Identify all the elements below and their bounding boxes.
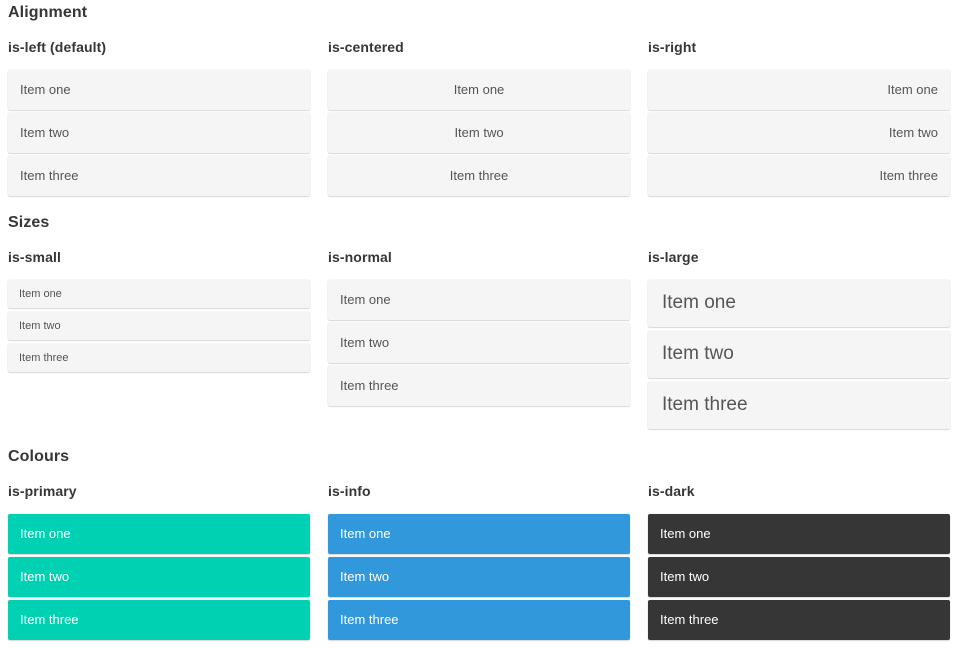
list-item[interactable]: Item one (648, 513, 950, 554)
list-item[interactable]: Item one (328, 279, 630, 320)
sizes-grid: is-small Item one Item two Item three is… (8, 248, 950, 433)
list-item[interactable]: Item three (328, 155, 630, 196)
list-size-small: Item one Item two Item three (8, 279, 310, 372)
group-label-is-left: is-left (default) (8, 38, 107, 55)
group-is-dark: is-dark Item one Item two Item three (648, 482, 950, 643)
group-label-is-primary: is-primary (8, 482, 77, 499)
group-is-left: is-left (default) Item one Item two Item… (8, 38, 310, 199)
section-colours: Colours is-primary Item one Item two Ite… (8, 447, 950, 643)
list-item[interactable]: Item two (648, 330, 950, 378)
list-item[interactable]: Item two (328, 556, 630, 597)
list-color-info: Item one Item two Item three (328, 513, 630, 640)
group-label-is-info: is-info (328, 482, 371, 499)
section-alignment: Alignment is-left (default) Item one Ite… (8, 4, 950, 199)
list-item[interactable]: Item three (328, 599, 630, 640)
list-item[interactable]: Item two (8, 112, 310, 153)
list-item[interactable]: Item two (648, 556, 950, 597)
group-label-is-normal: is-normal (328, 248, 392, 265)
group-label-is-dark: is-dark (648, 482, 695, 499)
group-is-primary: is-primary Item one Item two Item three (8, 482, 310, 643)
group-label-is-centered: is-centered (328, 38, 404, 55)
group-label-is-small: is-small (8, 248, 61, 265)
list-item[interactable]: Item two (328, 322, 630, 363)
group-is-right: is-right Item one Item two Item three (648, 38, 950, 199)
list-item[interactable]: Item three (8, 599, 310, 640)
list-size-large: Item one Item two Item three (648, 279, 950, 429)
list-item[interactable]: Item three (648, 381, 950, 429)
list-item[interactable]: Item three (328, 365, 630, 406)
section-title-alignment: Alignment (8, 4, 88, 21)
group-is-centered: is-centered Item one Item two Item three (328, 38, 630, 199)
group-is-info: is-info Item one Item two Item three (328, 482, 630, 643)
list-item[interactable]: Item two (328, 112, 630, 153)
list-color-primary: Item one Item two Item three (8, 513, 310, 640)
list-align-right: Item one Item two Item three (648, 69, 950, 196)
list-item[interactable]: Item three (648, 155, 950, 196)
list-item[interactable]: Item one (648, 279, 950, 327)
group-label-is-right: is-right (648, 38, 697, 55)
section-title-sizes: Sizes (8, 213, 50, 231)
list-item[interactable]: Item one (8, 513, 310, 554)
alignment-grid: is-left (default) Item one Item two Item… (8, 38, 950, 199)
list-item[interactable]: Item two (648, 112, 950, 153)
group-label-is-large: is-large (648, 248, 699, 265)
group-is-large: is-large Item one Item two Item three (648, 248, 950, 433)
list-item[interactable]: Item one (328, 69, 630, 110)
list-item[interactable]: Item two (8, 556, 310, 597)
list-item[interactable]: Item one (648, 69, 950, 110)
list-align-left: Item one Item two Item three (8, 69, 310, 196)
list-item[interactable]: Item one (8, 279, 310, 308)
list-item[interactable]: Item two (8, 311, 310, 340)
section-sizes: Sizes is-small Item one Item two Item th… (8, 213, 950, 433)
group-is-normal: is-normal Item one Item two Item three (328, 248, 630, 409)
group-is-small: is-small Item one Item two Item three (8, 248, 310, 376)
list-item[interactable]: Item three (8, 343, 310, 372)
list-item[interactable]: Item one (328, 513, 630, 554)
list-color-dark: Item one Item two Item three (648, 513, 950, 640)
list-item[interactable]: Item one (8, 69, 310, 110)
list-size-normal: Item one Item two Item three (328, 279, 630, 406)
section-title-colours: Colours (8, 447, 70, 465)
list-align-centered: Item one Item two Item three (328, 69, 630, 196)
colours-grid: is-primary Item one Item two Item three … (8, 482, 950, 643)
list-item[interactable]: Item three (648, 599, 950, 640)
list-item[interactable]: Item three (8, 155, 310, 196)
